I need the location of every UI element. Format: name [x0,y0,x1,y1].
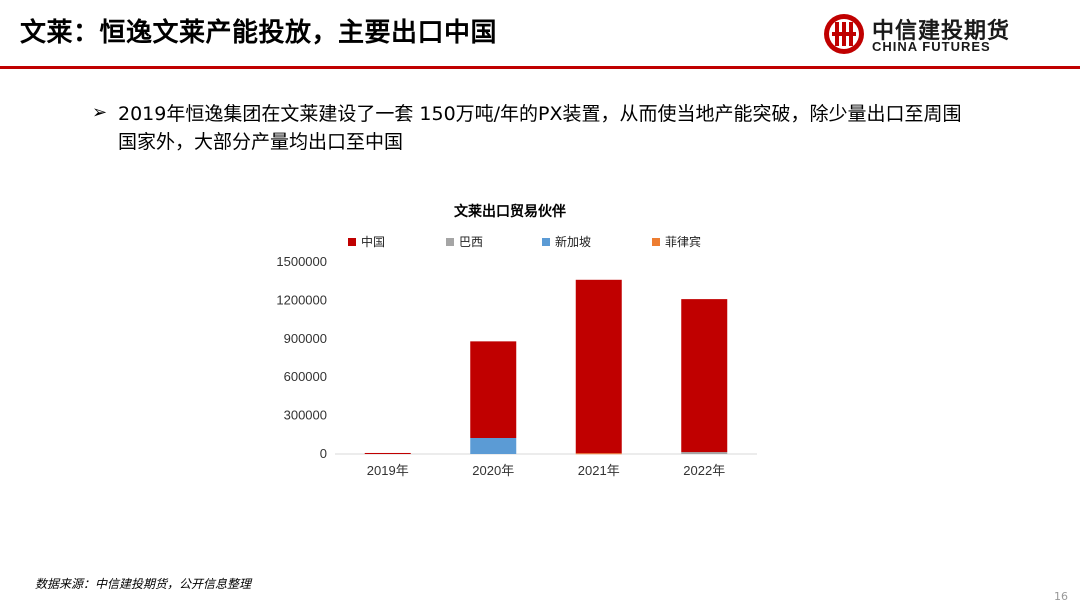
x-tick-label-2: 2021年 [578,463,620,478]
arrow-bullet-icon: ➢ [92,102,108,123]
bar-1-2 [470,438,517,454]
bar-2-0 [575,279,622,454]
x-tick-label-3: 2022年 [683,463,725,478]
company-logo: 中信建投期货 CHINA FUTURES [822,10,1022,60]
legend-label-3: 菲律宾 [665,234,701,249]
legend-swatch-1 [446,238,454,246]
y-tick-label-1: 300000 [284,408,327,423]
bar-1-0 [470,341,517,438]
x-tick-label-0: 2019年 [367,463,409,478]
legend-swatch-0 [348,238,356,246]
bar-3-0 [681,299,728,453]
bullet-text: 2019年恒逸集团在文莱建设了一套 150万吨/年的PX装置，从而使当地产能突破… [118,103,962,153]
legend-label-2: 新加坡 [555,234,591,249]
x-tick-label-1: 2020年 [472,463,514,478]
y-tick-label-0: 0 [320,446,327,461]
bar-3-1 [681,452,728,454]
data-source-note: 数据来源：中信建投期货，公开信息整理 [35,577,252,591]
legend-label-0: 中国 [361,234,385,249]
legend-label-1: 巴西 [459,235,483,249]
logo-english-name: CHINA FUTURES [872,39,991,54]
export-partner-chart: 文莱出口贸易伙伴中国 巴西 新加坡 菲律宾 0 300000 600000 900000 120… [240,190,780,500]
bullet-point: ➢ 2019年恒逸集团在文莱建设了一套 150万吨/年的PX装置，从而使当地产能… [92,100,972,156]
y-tick-label-4: 1200000 [276,292,327,307]
page-number: 16 [1054,590,1068,603]
y-tick-label-2: 600000 [284,369,327,384]
citic-logo-icon [824,14,864,54]
bar-0-0 [364,452,411,454]
logo-chinese-name: 中信建投期货 [872,19,1011,44]
bar-2-3 [575,453,622,455]
legend-swatch-3 [652,238,660,246]
page-title: 文莱：恒逸文莱产能投放，主要出口中国 [20,18,498,48]
legend-swatch-2 [542,238,550,246]
y-tick-label-5: 1500000 [276,254,327,269]
header-divider [0,66,1080,69]
chart-title: 文莱出口贸易伙伴 [454,203,566,219]
y-tick-label-3: 900000 [284,331,327,346]
